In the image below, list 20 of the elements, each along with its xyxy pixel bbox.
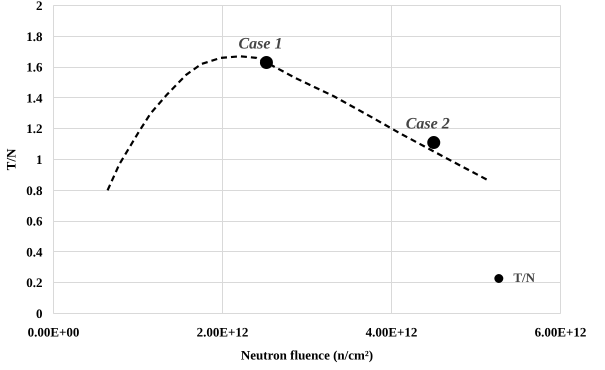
x-tick-label: 4.00E+12 — [366, 324, 418, 340]
y-tick-label: 1.4 — [26, 90, 43, 106]
y-tick-label: 0.6 — [26, 214, 43, 229]
y-tick-label: 0.4 — [26, 244, 43, 260]
y-tick-label: 0.8 — [26, 182, 43, 198]
y-axis-title: T/N — [3, 148, 18, 170]
annotation: Case 1 — [238, 35, 282, 52]
legend-label: T/N — [513, 270, 535, 286]
y-tick-label: 1.2 — [26, 121, 42, 136]
y-tick-label: 0.2 — [26, 275, 42, 290]
x-tick-label: 2.00E+12 — [196, 324, 248, 340]
x-axis-title: Neutron fluence (n/cm²) — [240, 348, 374, 362]
annotation: Case 2 — [406, 116, 450, 133]
y-tick-label: 2 — [36, 0, 42, 13]
x-tick-label: 6.00E+12 — [534, 324, 586, 340]
y-tick-label: 0 — [36, 306, 42, 321]
y-tick-label: 1 — [36, 152, 42, 167]
x-tick-label: 0.00E+00 — [28, 324, 80, 340]
y-tick-label: 1.6 — [26, 60, 43, 75]
y-tick-label: 1.8 — [26, 28, 43, 44]
